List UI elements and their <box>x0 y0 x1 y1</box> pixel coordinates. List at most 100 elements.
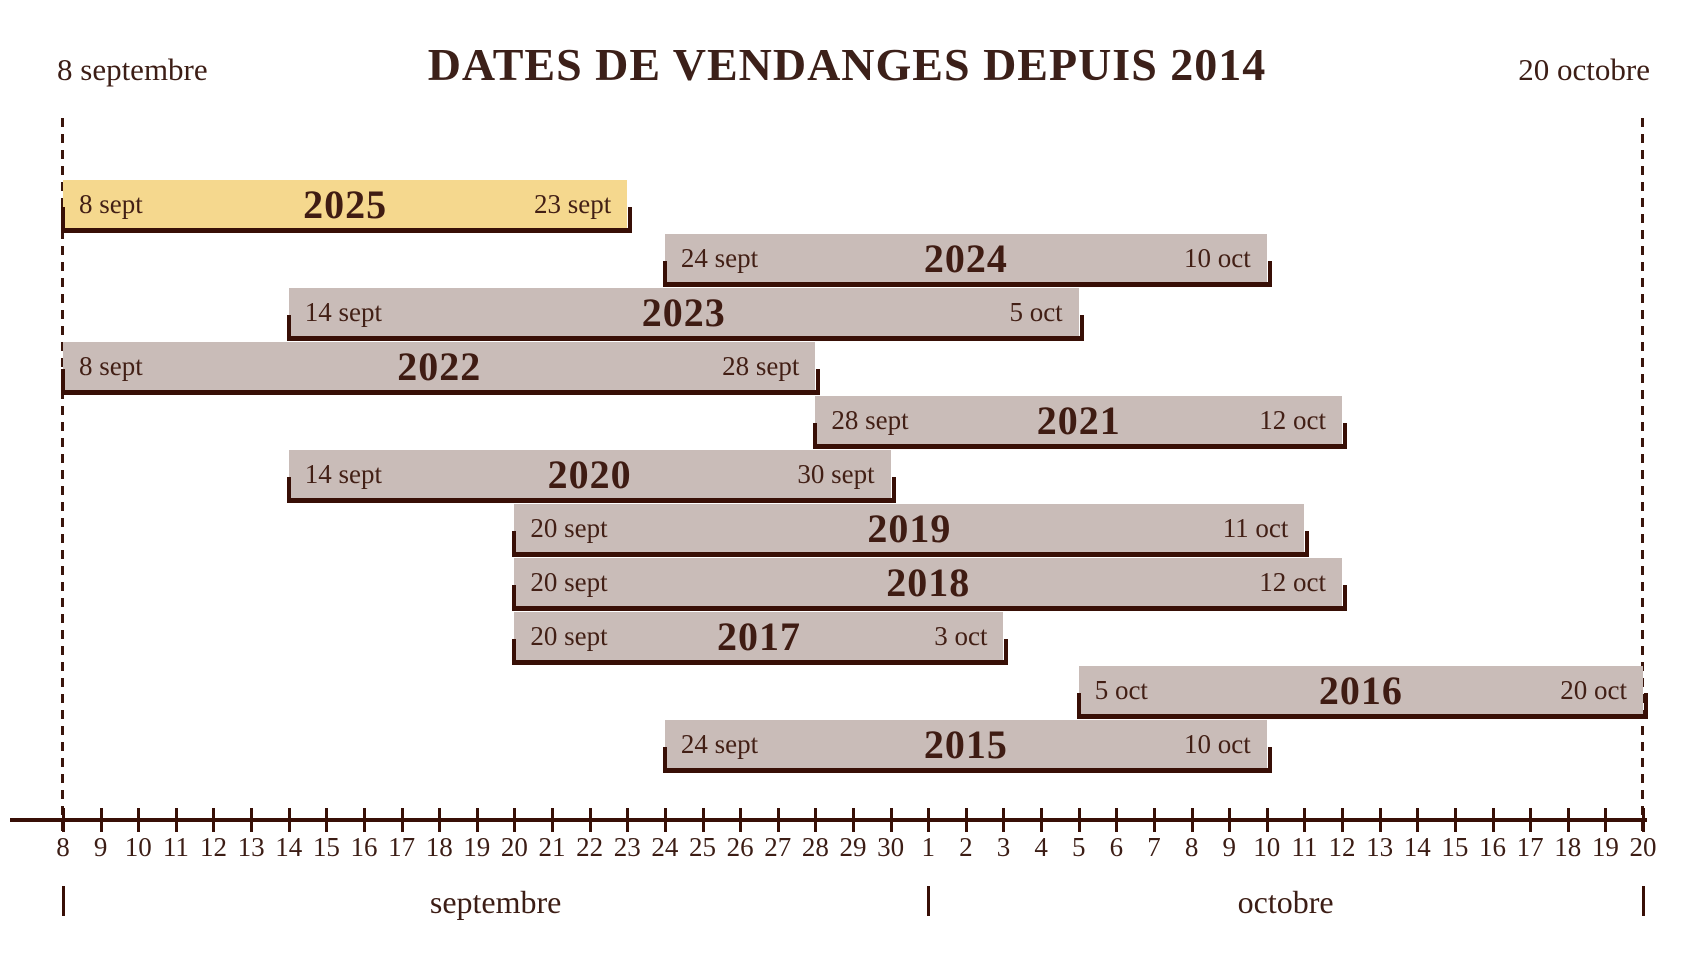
day-tick-label-octobre-9: 9 <box>1222 832 1236 862</box>
day-tick-label-octobre-6: 6 <box>1109 832 1124 862</box>
harvest-bar-2017: 20 sept 2017 3 oct <box>512 612 1009 665</box>
day-tick-octobre-14 <box>1416 808 1420 832</box>
bar-year: 2021 <box>1036 397 1121 443</box>
day-tick-label-septembre-24: 24 <box>651 832 679 862</box>
bar-end-date: 5 oct <box>1009 296 1063 327</box>
chart-title: DATES DE VENDANGES DEPUIS 2014 <box>427 39 1267 90</box>
day-tick-septembre-9 <box>99 808 103 832</box>
bar-year: 2019 <box>867 505 952 551</box>
day-tick-label-septembre-11: 11 <box>162 832 189 862</box>
bar-end-date: 12 oct <box>1259 566 1327 597</box>
bar-year: 2020 <box>547 451 632 497</box>
day-tick-octobre-2 <box>964 808 968 832</box>
day-tick-label-septembre-23: 23 <box>613 832 641 862</box>
bar-year: 2022 <box>397 343 482 389</box>
day-tick-label-septembre-25: 25 <box>689 832 717 862</box>
day-tick-label-octobre-3: 3 <box>996 832 1011 862</box>
day-tick-label-octobre-14: 14 <box>1403 832 1431 862</box>
harvest-bar-2019: 20 sept 2019 11 oct <box>512 504 1310 557</box>
day-tick-octobre-18 <box>1566 808 1570 832</box>
day-tick-octobre-20 <box>1642 808 1645 832</box>
day-tick-label-septembre-30: 30 <box>877 832 905 862</box>
start-boundary-dashed-line <box>61 118 64 834</box>
day-tick-septembre-18 <box>438 808 442 832</box>
bar-end-date: 28 sept <box>722 350 800 381</box>
day-tick-label-octobre-19: 19 <box>1591 832 1619 862</box>
month-label-octobre: octobre <box>1237 884 1334 920</box>
day-tick-label-septembre-21: 21 <box>538 832 566 862</box>
bar-year: 2025 <box>303 181 388 227</box>
bar-end-date: 11 oct <box>1222 512 1289 543</box>
day-tick-label-octobre-1: 1 <box>921 832 935 862</box>
bar-year: 2015 <box>923 721 1008 767</box>
day-tick-octobre-3 <box>1002 808 1006 832</box>
day-tick-label-septembre-28: 28 <box>801 832 829 862</box>
day-tick-label-octobre-7: 7 <box>1147 832 1161 862</box>
day-tick-octobre-6 <box>1115 808 1119 832</box>
bar-start-date: 14 sept <box>304 296 382 327</box>
day-tick-label-septembre-19: 19 <box>463 832 491 862</box>
axis-end-label: 20 octobre <box>1518 52 1650 87</box>
day-tick-septembre-21 <box>551 808 555 832</box>
day-tick-septembre-23 <box>626 808 630 832</box>
bar-year: 2024 <box>923 235 1008 281</box>
harvest-bar-2020: 14 sept 2020 30 sept <box>286 450 896 503</box>
harvest-bar-2016: 5 oct 2016 20 oct <box>1076 666 1649 719</box>
bar-year: 2018 <box>886 559 971 605</box>
day-tick-septembre-26 <box>739 808 743 832</box>
day-tick-label-septembre-8: 8 <box>56 832 70 862</box>
day-tick-octobre-1 <box>927 808 931 832</box>
end-boundary-dashed-line <box>1641 118 1644 834</box>
day-tick-octobre-16 <box>1491 808 1495 832</box>
day-tick-septembre-25 <box>701 808 705 832</box>
day-tick-octobre-15 <box>1453 808 1457 832</box>
day-tick-label-septembre-14: 14 <box>275 832 303 862</box>
day-tick-septembre-14 <box>287 808 291 832</box>
bar-start-date: 5 oct <box>1094 674 1148 705</box>
day-tick-label-octobre-11: 11 <box>1291 832 1318 862</box>
bar-start-date: 8 sept <box>79 350 143 381</box>
day-tick-label-septembre-29: 29 <box>839 832 867 862</box>
harvest-bar-2024: 24 sept 2024 10 oct <box>662 234 1272 287</box>
day-tick-octobre-4 <box>1040 808 1044 832</box>
bar-end-date: 23 sept <box>534 188 612 219</box>
harvest-bar-2025: 8 sept 2025 23 sept <box>60 180 633 233</box>
day-tick-octobre-7 <box>1152 808 1156 832</box>
day-tick-septembre-11 <box>174 808 178 832</box>
bar-start-date: 8 sept <box>79 188 143 219</box>
harvest-bar-2023: 14 sept 2023 5 oct <box>286 288 1084 341</box>
day-tick-label-octobre-2: 2 <box>959 832 973 862</box>
day-tick-label-septembre-20: 20 <box>500 832 528 862</box>
day-tick-label-septembre-12: 12 <box>199 832 227 862</box>
day-tick-septembre-28 <box>814 808 818 832</box>
bar-year: 2023 <box>641 289 726 335</box>
day-tick-label-octobre-20: 20 <box>1629 832 1657 862</box>
day-tick-label-octobre-18: 18 <box>1554 832 1582 862</box>
day-tick-label-octobre-8: 8 <box>1184 832 1199 862</box>
harvest-bar-2018: 20 sept 2018 12 oct <box>512 558 1347 611</box>
bar-end-date: 20 oct <box>1560 674 1627 705</box>
day-tick-octobre-11 <box>1303 808 1307 832</box>
bar-start-date: 24 sept <box>680 728 759 759</box>
day-tick-septembre-16 <box>362 808 366 832</box>
bar-end-date: 10 oct <box>1184 242 1251 273</box>
day-tick-label-octobre-15: 15 <box>1441 832 1469 862</box>
day-tick-label-septembre-17: 17 <box>388 832 416 862</box>
bar-end-date: 3 oct <box>934 620 988 651</box>
day-tick-octobre-5 <box>1077 808 1081 832</box>
day-tick-label-septembre-27: 27 <box>764 832 792 862</box>
day-tick-octobre-13 <box>1378 808 1382 832</box>
day-tick-label-septembre-18: 18 <box>425 832 453 862</box>
month-boundary-marker <box>1642 886 1645 916</box>
bar-start-date: 20 sept <box>530 620 608 651</box>
day-tick-octobre-17 <box>1529 808 1533 832</box>
day-tick-septembre-12 <box>212 808 216 832</box>
day-tick-septembre-29 <box>852 808 855 832</box>
day-tick-septembre-22 <box>588 808 592 832</box>
bar-start-date: 28 sept <box>831 404 909 435</box>
day-tick-octobre-8 <box>1190 808 1194 832</box>
bar-end-date: 12 oct <box>1259 404 1327 435</box>
day-tick-septembre-10 <box>137 808 141 832</box>
day-tick-octobre-10 <box>1265 808 1269 832</box>
